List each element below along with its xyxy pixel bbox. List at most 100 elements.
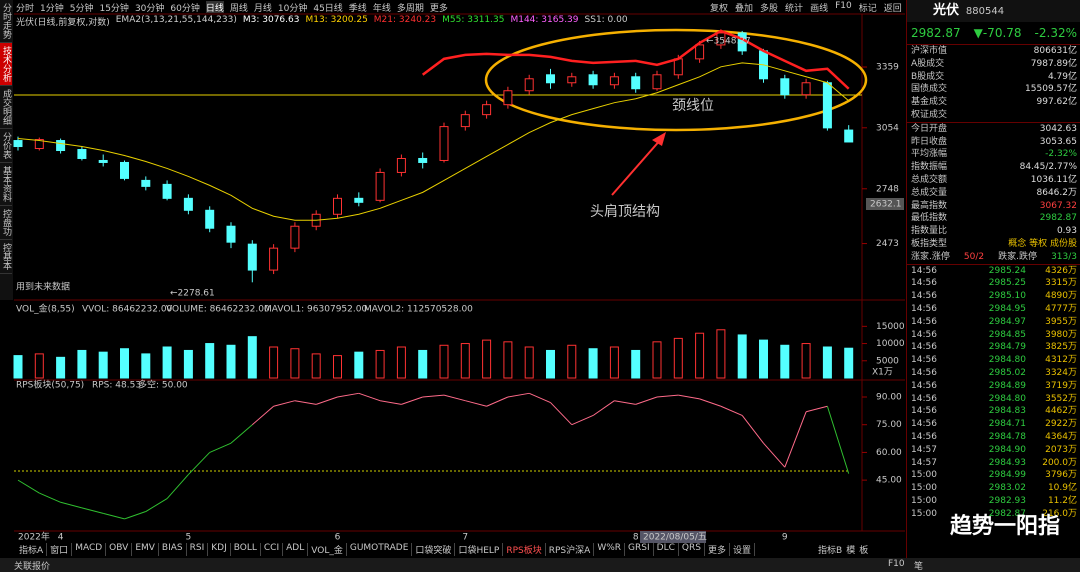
tool-button[interactable]: 标记	[858, 4, 877, 14]
period-button[interactable]: 多周期	[396, 4, 424, 14]
side-tab[interactable]: 控基本	[0, 240, 12, 274]
candle-body	[418, 157, 428, 163]
volume-bar	[13, 355, 23, 379]
side-tab[interactable]: 分价表	[0, 129, 12, 163]
tool-button[interactable]: 统计	[785, 4, 804, 14]
volume-bar	[205, 343, 215, 379]
volume: 3719万	[1045, 380, 1077, 391]
indicator-tab[interactable]: 指标B	[818, 546, 843, 556]
indicator-tab[interactable]: RPS沪深A	[546, 543, 595, 556]
tool-button[interactable]: 画线	[810, 4, 829, 14]
change: ▼-70.78	[973, 26, 1022, 40]
tool-button[interactable]: 返回	[883, 4, 902, 14]
label: 基金成交	[911, 97, 948, 108]
indicator-tab[interactable]: 模	[846, 546, 856, 556]
price: 2984.80	[988, 355, 1026, 366]
trade-row: 14:56 2984.83 4462万	[907, 405, 1080, 418]
side-tab[interactable]: 分时走势	[0, 0, 12, 43]
tool-button[interactable]: F10	[835, 1, 852, 11]
price: 2984.71	[988, 419, 1026, 430]
period-button[interactable]: 30分钟	[134, 4, 165, 14]
y-tick-label: 75.00	[876, 420, 902, 430]
tool-button[interactable]: 复权	[710, 4, 729, 14]
indicator-tab[interactable]: BOLL	[231, 543, 261, 556]
rps-segment	[251, 405, 274, 426]
indicator-tab[interactable]: DLC	[654, 543, 679, 556]
value: 997.62亿	[1036, 97, 1078, 108]
candle-body	[588, 74, 598, 86]
indicator-tab[interactable]: 更多	[705, 543, 730, 556]
period-button[interactable]: 1分钟	[40, 4, 64, 14]
rps-segment	[741, 415, 764, 444]
indicator-tab[interactable]: 窗口	[47, 543, 73, 556]
indicator-tab[interactable]: BIAS	[159, 543, 187, 556]
indicator-tab[interactable]: RSI	[187, 543, 209, 556]
value: 7987.89亿	[1030, 58, 1077, 69]
indicator-tab[interactable]: 口袋HELP	[455, 543, 504, 556]
side-tab[interactable]: 基本资料	[0, 163, 12, 206]
label: 最低指数	[911, 213, 948, 224]
period-button[interactable]: 分时	[16, 4, 35, 14]
candle-body	[183, 197, 193, 211]
quote-row: 昨日收盘 3053.65	[907, 136, 1080, 149]
period-button[interactable]: 45日线	[313, 4, 343, 14]
volume-bar	[524, 346, 534, 379]
period-button[interactable]: 日线	[205, 1, 224, 14]
indicator-tab[interactable]: ADL	[283, 543, 309, 556]
volume-bar	[716, 329, 726, 379]
rps-segment	[39, 492, 61, 503]
candle-body	[439, 126, 449, 161]
indicator-tab[interactable]: QRS	[679, 543, 705, 556]
label: B股成交	[911, 71, 945, 82]
period-button[interactable]: 年线	[372, 4, 391, 14]
value: 313/3	[1051, 251, 1077, 262]
volume-bar	[503, 341, 513, 379]
period-button[interactable]: 15分钟	[99, 4, 129, 14]
period-button[interactable]: 季线	[348, 4, 367, 14]
indicator-tab[interactable]: MACD	[72, 543, 107, 556]
indicator-tab[interactable]: 板	[859, 546, 869, 556]
period-button[interactable]: 10分钟	[277, 4, 308, 14]
rps-segment	[529, 392, 551, 404]
indicator-tab[interactable]: GRSI	[625, 543, 654, 556]
side-tab[interactable]: 技术分析	[0, 43, 12, 86]
indicator-tab[interactable]: VOL_金	[308, 543, 347, 556]
indicator-tab[interactable]: RPS板块	[503, 543, 546, 556]
quote-row: A股成交 7987.89亿	[907, 58, 1080, 71]
indicator-tab[interactable]: CCI	[261, 543, 284, 556]
indicator-tab[interactable]: 指标A	[16, 543, 48, 556]
crosshair-box	[640, 531, 706, 543]
status-bar: 关联报价 F10 笔	[0, 558, 1080, 572]
value: 806631亿	[1033, 46, 1077, 56]
indicator-tab[interactable]: OBV	[106, 543, 133, 556]
indicator-tab[interactable]: 口袋突破	[412, 543, 456, 556]
candle-body	[609, 76, 619, 86]
period-button[interactable]: 月线	[253, 4, 272, 14]
time: 15:00	[911, 508, 937, 519]
crosshair-box	[866, 198, 904, 210]
volume-bar	[482, 339, 492, 379]
tool-button[interactable]: 多股	[760, 4, 779, 14]
side-tabs: 分时走势 技术分析 成交明细 分价表 基本资料 控盘功 控基本	[0, 0, 13, 300]
indicator-tab[interactable]: EMV	[132, 543, 159, 556]
time: 14:56	[911, 406, 937, 417]
price-line: 2982.87 ▼-70.78 -2.32%	[907, 22, 1080, 45]
indicator-tab[interactable]: GUMOTRADE	[347, 543, 413, 556]
rps-segment	[358, 392, 381, 402]
indicator-tab[interactable]: KDJ	[208, 543, 231, 556]
tool-button[interactable]: 叠加	[735, 4, 754, 14]
period-button[interactable]: 60分钟	[170, 4, 200, 14]
side-tab[interactable]: 成交明细	[0, 86, 12, 129]
volume: 4326万	[1045, 265, 1077, 276]
candle-body	[56, 140, 66, 152]
side-tab[interactable]: 控盘功	[0, 206, 12, 240]
period-button[interactable]: 更多	[429, 4, 448, 14]
volume-bar	[737, 334, 747, 379]
period-button[interactable]: 5分钟	[69, 4, 94, 14]
indicator-tab[interactable]: 设置	[730, 543, 755, 556]
rps-segment	[614, 400, 636, 405]
volume: 4312万	[1045, 355, 1077, 366]
indicator-tab[interactable]: W%R	[594, 543, 626, 556]
volume-bar	[652, 341, 662, 379]
period-button[interactable]: 周线	[229, 4, 248, 14]
